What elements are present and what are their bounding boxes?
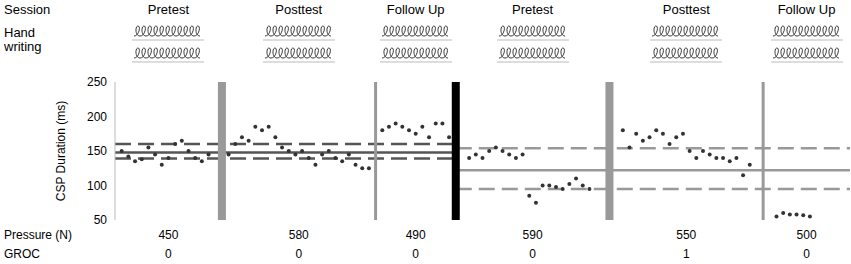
html-text:Posttest: Posttest [275, 2, 323, 17]
html-text:Pretest: Pretest [147, 2, 189, 17]
html-text:Pressure (N): Pressure (N) [4, 228, 72, 242]
html-text:490: 490 [405, 228, 426, 242]
html-text:450: 450 [158, 228, 179, 242]
html-text:Pretest: Pretest [512, 2, 554, 17]
html-text:0: 0 [412, 247, 419, 261]
svg-text:200: 200 [87, 110, 107, 124]
html-text:Follow Up: Follow Up [386, 2, 445, 17]
html-text:1: 1 [682, 247, 690, 261]
html-text:0: 0 [165, 247, 172, 261]
html-text:0: 0 [803, 247, 810, 261]
html-text:0: 0 [529, 247, 536, 261]
svg-text:CSP Duration (ms): CSP Duration (ms) [54, 101, 68, 201]
html-text:Session: Session [4, 2, 51, 17]
svg-text:150: 150 [87, 144, 107, 158]
svg-text:100: 100 [87, 179, 107, 193]
html-text:500: 500 [796, 228, 817, 242]
html-text:590: 590 [522, 228, 543, 242]
svg-text:50: 50 [94, 213, 108, 227]
html-text:Posttest: Posttest [662, 2, 710, 17]
html-text:GROC: GROC [4, 247, 40, 261]
svg-text:250: 250 [87, 75, 107, 89]
html-text:Hand writing: Hand writing [4, 25, 42, 54]
html-text:580: 580 [288, 228, 309, 242]
html-text:0: 0 [295, 247, 303, 261]
html-text:Follow Up: Follow Up [777, 2, 836, 17]
html-text:550: 550 [676, 228, 697, 242]
